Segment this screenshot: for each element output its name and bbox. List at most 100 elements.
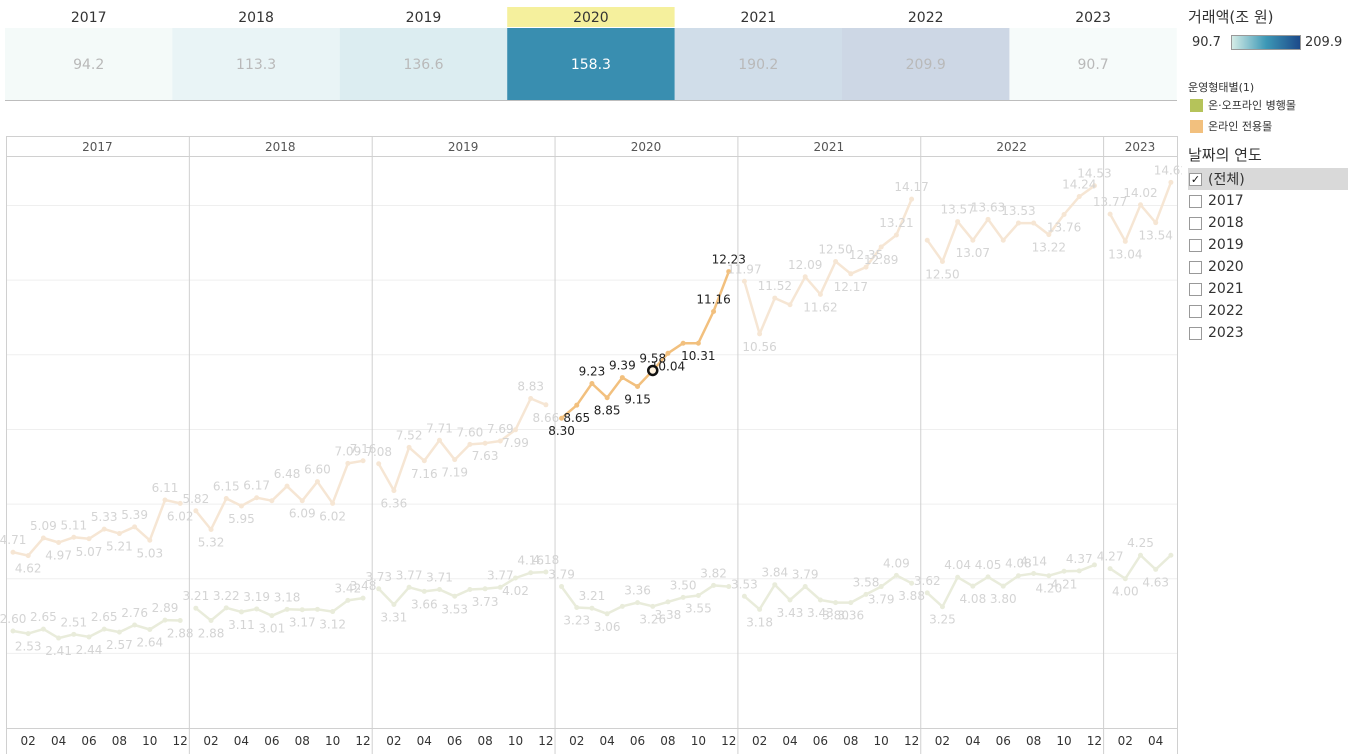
month-tick-label: 10 — [325, 734, 340, 748]
data-point — [741, 278, 747, 284]
data-point — [559, 415, 565, 421]
type-legend-item-omni[interactable]: 온·오프라인 병행몰 — [1190, 97, 1296, 113]
month-tick-label: 04 — [234, 734, 249, 748]
data-label: 3.42 — [334, 581, 361, 595]
month-tick-label: 12 — [721, 734, 736, 748]
data-label: 9.23 — [579, 365, 606, 379]
data-point — [757, 606, 763, 612]
data-label: 4.05 — [975, 558, 1002, 572]
month-tick-label: 02 — [203, 734, 218, 748]
data-point — [955, 219, 961, 225]
data-point — [101, 626, 107, 632]
amount-legend-min: 90.7 — [1192, 35, 1221, 50]
data-label: 3.36 — [624, 584, 651, 598]
year-filter-checkbox[interactable] — [1189, 304, 1202, 318]
data-point — [86, 634, 92, 640]
year-filter-checkbox[interactable] — [1189, 326, 1202, 340]
data-label: 8.85 — [594, 404, 621, 418]
heat-cell — [842, 28, 1010, 100]
series-line — [377, 570, 546, 606]
year-filter-label: 2019 — [1208, 237, 1244, 253]
year-filter-checkbox[interactable] — [1189, 282, 1202, 296]
data-point — [1046, 232, 1052, 238]
data-point — [726, 269, 732, 275]
data-label: 13.04 — [1108, 247, 1142, 261]
year-filter-item[interactable]: 2022 — [1188, 300, 1348, 322]
data-label: 14.53 — [1077, 167, 1111, 181]
year-filter-checkbox[interactable]: ✓ — [1189, 172, 1202, 186]
data-point — [116, 629, 122, 635]
month-tick-label: 06 — [813, 734, 828, 748]
data-label: 4.20 — [1035, 582, 1062, 596]
data-point — [1031, 220, 1037, 226]
month-tick-label: 12 — [355, 734, 370, 748]
data-label: 13.63 — [971, 200, 1005, 214]
year-filter-checkbox[interactable] — [1189, 216, 1202, 230]
data-point — [1138, 552, 1143, 558]
data-point — [985, 574, 991, 580]
year-filter-label: 2023 — [1208, 325, 1244, 341]
year-filter-item[interactable]: 2021 — [1188, 278, 1348, 300]
year-filter-item[interactable]: 2023 — [1188, 322, 1348, 344]
data-point — [314, 606, 320, 612]
data-label: 3.01 — [258, 622, 285, 636]
year-filter-checkbox[interactable] — [1189, 194, 1202, 208]
year-filter-item[interactable]: 2017 — [1188, 190, 1348, 212]
data-label: 6.60 — [304, 463, 331, 477]
data-point — [1031, 570, 1037, 576]
data-label: 4.27 — [1097, 550, 1124, 564]
year-filter-item[interactable]: 2018 — [1188, 212, 1348, 234]
data-point — [893, 232, 899, 238]
data-point — [345, 597, 351, 603]
year-filter-item[interactable]: ✓ (전체) — [1188, 168, 1348, 190]
data-label: 11.52 — [758, 279, 792, 293]
data-label: 6.17 — [243, 479, 270, 493]
data-label: 3.79 — [868, 593, 895, 607]
data-point — [909, 196, 915, 202]
data-label: 4.63 — [1142, 575, 1169, 589]
type-legend-label: 온라인 전용몰 — [1208, 120, 1273, 133]
data-label: 2.65 — [30, 610, 57, 624]
data-point — [619, 375, 625, 381]
type-swatch-omni — [1190, 98, 1203, 112]
data-point — [330, 500, 336, 506]
data-point — [132, 524, 138, 530]
series-line — [560, 271, 730, 420]
data-point — [421, 588, 427, 594]
panel-year-label: 2020 — [631, 140, 662, 154]
data-point — [695, 593, 701, 599]
data-label: 11.97 — [727, 262, 761, 276]
data-point — [101, 526, 107, 532]
data-label: 2.76 — [121, 606, 148, 620]
type-legend-item-online[interactable]: 온라인 전용몰 — [1190, 118, 1272, 134]
year-filter-item[interactable]: 2019 — [1188, 234, 1348, 256]
data-label: 13.21 — [879, 216, 913, 230]
year-filter-checkbox[interactable] — [1189, 238, 1202, 252]
data-label: 3.77 — [396, 568, 423, 582]
data-point — [193, 508, 199, 514]
year-filter-item[interactable]: 2020 — [1188, 256, 1348, 278]
data-point — [223, 605, 229, 611]
data-point — [574, 604, 580, 610]
data-label: 5.82 — [182, 492, 209, 506]
type-swatch-online — [1190, 119, 1203, 133]
data-point — [452, 593, 458, 599]
data-label: 7.16 — [350, 442, 377, 456]
data-point — [802, 584, 808, 590]
data-point — [391, 601, 397, 607]
data-label: 4.04 — [944, 558, 971, 572]
data-point — [132, 622, 138, 628]
heat-cell — [674, 28, 842, 100]
data-point — [802, 274, 808, 280]
data-point — [56, 635, 62, 641]
year-filter-checkbox[interactable] — [1189, 260, 1202, 274]
heat-cell-value: 94.2 — [73, 57, 104, 73]
data-point — [1168, 552, 1174, 558]
year-filter-title: 날짜의 연도 — [1188, 146, 1262, 164]
data-label: 14.17 — [894, 180, 928, 194]
data-label: 6.02 — [319, 509, 346, 523]
data-label: 3.26 — [639, 612, 666, 626]
data-label: 5.95 — [228, 512, 255, 526]
data-label: 4.14 — [1020, 554, 1047, 568]
data-label: 2.60 — [0, 612, 26, 626]
